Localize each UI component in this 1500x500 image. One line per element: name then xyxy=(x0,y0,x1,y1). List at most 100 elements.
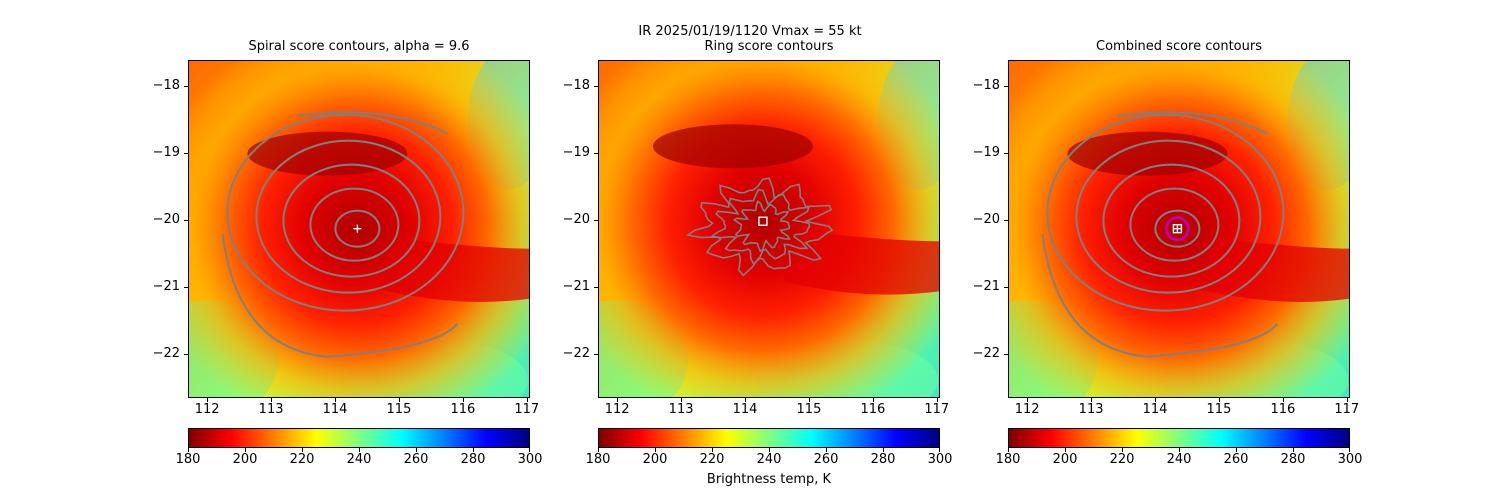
colorbar-tick-label: 300 xyxy=(517,452,543,467)
y-tick-mark xyxy=(184,219,188,221)
colorbar-tick-label: 300 xyxy=(1337,452,1363,467)
x-tick-label: 115 xyxy=(796,402,822,417)
score-contour xyxy=(282,163,421,278)
x-tick-mark xyxy=(207,398,209,402)
x-tick-mark xyxy=(617,398,619,402)
colorbar-label: Brightness temp, K xyxy=(706,472,832,487)
x-tick-label: 116 xyxy=(860,402,886,417)
y-tick-mark xyxy=(1004,85,1008,87)
y-tick-label: −22 xyxy=(972,346,1000,362)
cold-cloud-top xyxy=(652,124,813,169)
x-tick-mark xyxy=(271,398,273,402)
colorbar-tick-mark xyxy=(245,448,246,452)
colorbar-tick-mark xyxy=(939,448,940,452)
ring-contour xyxy=(685,177,834,277)
y-tick-mark xyxy=(184,354,188,356)
y-tick-mark xyxy=(594,354,598,356)
colorbar-tick-label: 180 xyxy=(995,452,1021,467)
colorbar-tick-mark xyxy=(1065,448,1066,452)
panel-title: Ring score contours xyxy=(704,39,834,54)
ir-image xyxy=(188,60,530,398)
x-tick-mark xyxy=(1346,398,1348,402)
rain-band xyxy=(782,231,940,295)
colorbar-tick-label: 280 xyxy=(1280,452,1306,467)
colorbar-tick-mark xyxy=(1349,448,1350,452)
colorbar xyxy=(188,428,530,448)
x-tick-label: 112 xyxy=(1014,402,1040,417)
x-tick-label: 115 xyxy=(386,402,412,417)
x-tick-mark xyxy=(936,398,938,402)
colorbar xyxy=(598,428,940,448)
y-tick-mark xyxy=(1004,219,1008,221)
colorbar-tick-label: 300 xyxy=(927,452,953,467)
colorbar-tick-label: 240 xyxy=(756,452,782,467)
x-tick-label: 112 xyxy=(194,402,220,417)
score-contour xyxy=(1129,187,1220,262)
colorbar xyxy=(1008,428,1350,448)
x-tick-label: 115 xyxy=(1206,402,1232,417)
x-tick-label: 114 xyxy=(1142,402,1168,417)
x-tick-label: 113 xyxy=(1078,402,1104,417)
axes-frame xyxy=(598,60,940,398)
colorbar-tick-mark xyxy=(769,448,770,452)
y-tick-mark xyxy=(1004,152,1008,154)
x-tick-label: 117 xyxy=(924,402,950,417)
colorbar-tick-label: 180 xyxy=(585,452,611,467)
colorbar-tick-mark xyxy=(712,448,713,452)
score-contour xyxy=(309,187,400,262)
x-tick-label: 114 xyxy=(732,402,758,417)
score-contour xyxy=(297,111,448,135)
score-contour xyxy=(1117,111,1268,135)
score-contour xyxy=(1041,233,1279,358)
colorbar-tick-mark xyxy=(883,448,884,452)
x-tick-mark xyxy=(1155,398,1157,402)
score-contour xyxy=(221,233,459,358)
colorbar-tick-label: 220 xyxy=(699,452,725,467)
figure-suptitle: IR 2025/01/19/1120 Vmax = 55 kt xyxy=(638,24,862,39)
ring-contour xyxy=(732,200,791,253)
y-tick-mark xyxy=(594,85,598,87)
x-tick-mark xyxy=(745,398,747,402)
center-plus-marker xyxy=(1173,224,1182,233)
colorbar-tick-mark xyxy=(1293,448,1294,452)
score-contour xyxy=(1075,139,1262,294)
colorbar-tick-label: 200 xyxy=(1052,452,1078,467)
colorbar-tick-mark xyxy=(359,448,360,452)
y-tick-mark xyxy=(594,219,598,221)
ring-contour xyxy=(710,188,811,266)
score-contour xyxy=(226,113,465,312)
x-tick-mark xyxy=(526,398,528,402)
colorbar-tick-label: 200 xyxy=(232,452,258,467)
x-tick-mark xyxy=(872,398,874,402)
y-tick-label: −22 xyxy=(152,346,180,362)
y-tick-label: −20 xyxy=(562,211,590,227)
colorbar-tick-label: 240 xyxy=(346,452,372,467)
colorbar-tick-mark xyxy=(529,448,530,452)
colorbar-tick-label: 200 xyxy=(642,452,668,467)
y-tick-label: −21 xyxy=(562,279,590,295)
ir-image xyxy=(598,60,940,398)
colorbar-tick-label: 260 xyxy=(813,452,839,467)
x-tick-mark xyxy=(808,398,810,402)
x-tick-mark xyxy=(681,398,683,402)
center-square-marker xyxy=(1172,223,1183,234)
rain-band xyxy=(377,238,530,302)
axes-frame xyxy=(188,60,530,398)
y-tick-mark xyxy=(1004,354,1008,356)
x-tick-mark xyxy=(1027,398,1029,402)
x-tick-mark xyxy=(335,398,337,402)
colorbar-tick-mark xyxy=(1008,448,1009,452)
y-tick-mark xyxy=(184,152,188,154)
score-contour xyxy=(1102,163,1241,278)
colorbar-tick-label: 240 xyxy=(1166,452,1192,467)
colorbar-tick-label: 280 xyxy=(870,452,896,467)
x-tick-mark xyxy=(1282,398,1284,402)
center-square-marker xyxy=(758,216,768,226)
panel-title: Combined score contours xyxy=(1096,39,1262,54)
colorbar-tick-label: 220 xyxy=(289,452,315,467)
y-tick-label: −19 xyxy=(562,144,590,160)
score-contour xyxy=(255,139,442,294)
y-tick-mark xyxy=(594,287,598,289)
colorbar-tick-mark xyxy=(1236,448,1237,452)
score-contour xyxy=(334,209,381,248)
